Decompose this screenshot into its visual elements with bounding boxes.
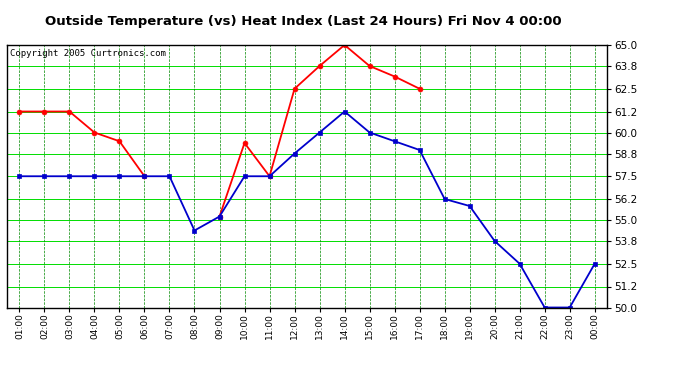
Text: Copyright 2005 Curtronics.com: Copyright 2005 Curtronics.com <box>10 49 166 58</box>
Text: Outside Temperature (vs) Heat Index (Last 24 Hours) Fri Nov 4 00:00: Outside Temperature (vs) Heat Index (Las… <box>46 15 562 28</box>
